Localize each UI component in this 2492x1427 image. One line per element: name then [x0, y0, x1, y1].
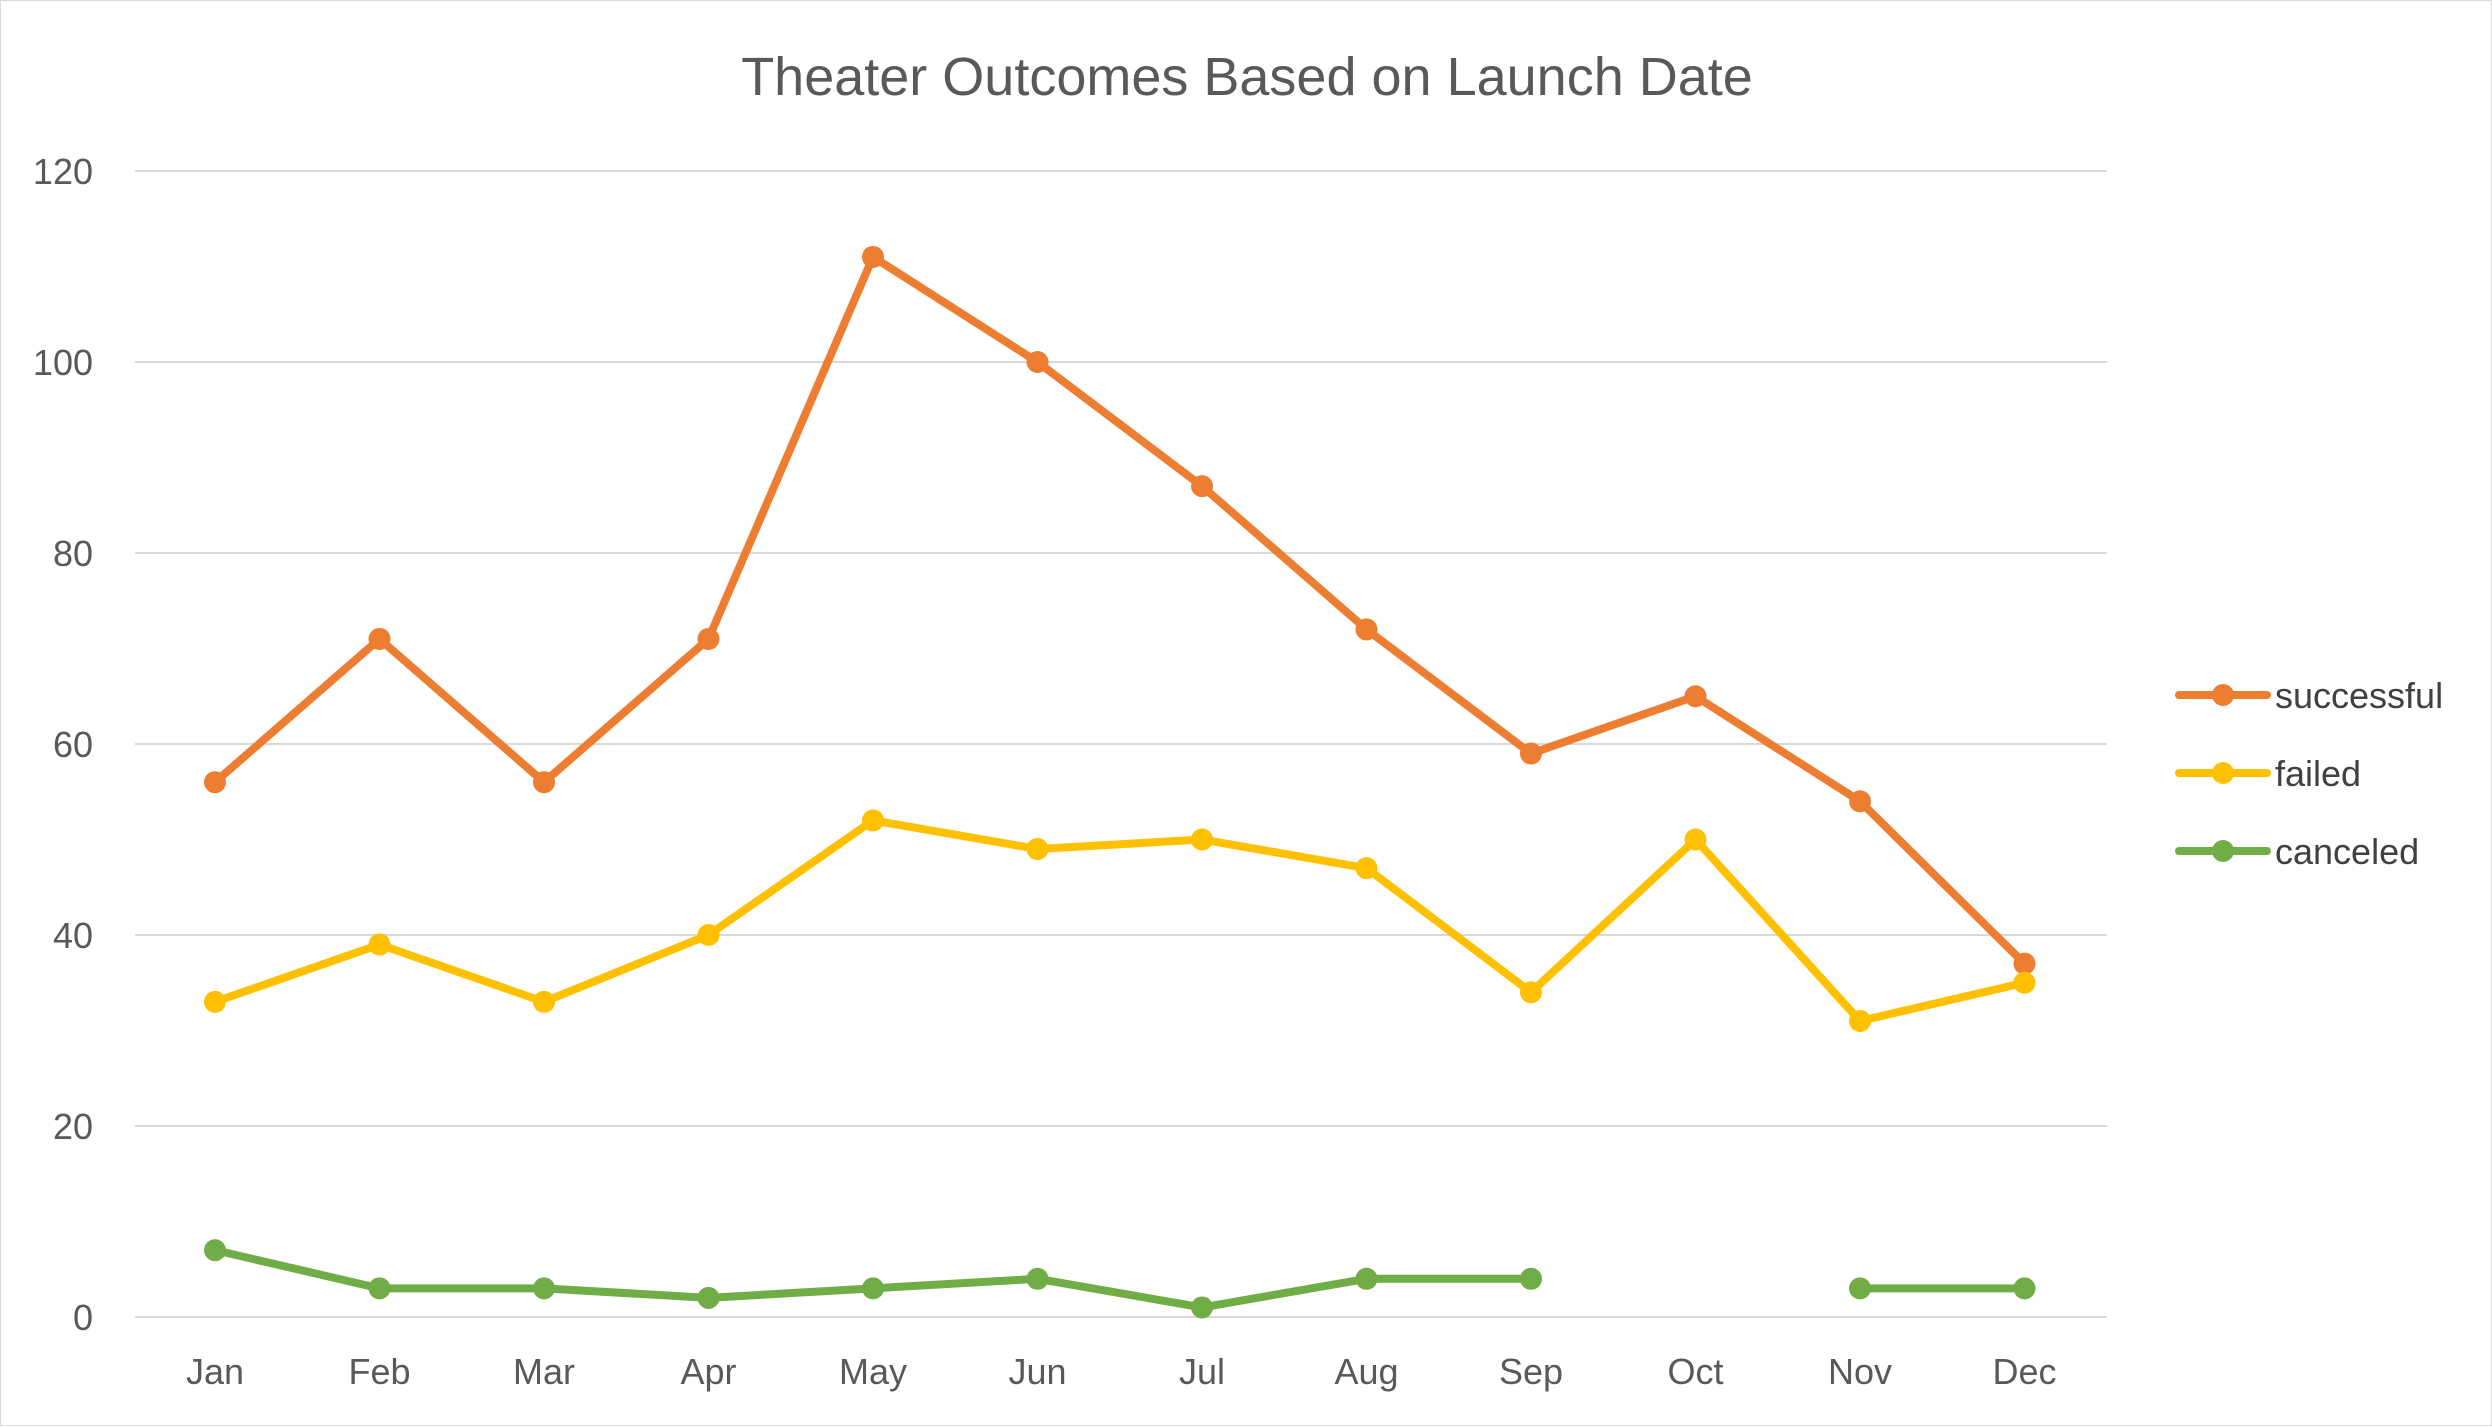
data-point-failed-sep [1520, 981, 1542, 1004]
y-tick-label: 80 [53, 533, 93, 574]
data-point-failed-mar [533, 990, 555, 1013]
x-tick-label: Nov [1828, 1351, 1892, 1392]
data-point-successful-apr [697, 627, 720, 650]
x-tick-label: Feb [348, 1351, 410, 1392]
legend-label: successful [2275, 675, 2443, 716]
data-point-successful-dec [2013, 952, 2036, 975]
data-point-canceled-jun [1026, 1267, 1049, 1290]
data-point-failed-aug [1355, 857, 1378, 880]
x-tick-label: May [839, 1351, 907, 1392]
data-point-canceled-feb [368, 1277, 391, 1300]
data-point-canceled-jan [204, 1239, 226, 1262]
y-tick-label: 40 [53, 915, 93, 956]
y-tick-label: 100 [33, 342, 93, 383]
y-axis-ticks: 0 20 40 60 80 100 120 [33, 151, 93, 1338]
data-point-successful-jan [204, 771, 226, 794]
x-tick-label: Jul [1179, 1351, 1225, 1392]
data-point-successful-aug [1355, 618, 1378, 641]
data-point-canceled-mar [533, 1277, 555, 1300]
x-tick-label: Sep [1499, 1351, 1563, 1392]
legend-swatch-marker [2212, 840, 2234, 862]
y-tick-label: 120 [33, 151, 93, 192]
data-point-successful-jun [1026, 351, 1049, 373]
legend-label: failed [2275, 753, 2361, 794]
data-point-canceled-may [862, 1277, 884, 1300]
series-canceled [204, 1239, 2036, 1319]
x-axis-ticks: Jan Feb Mar Apr May Jun Jul Aug Sep Oct Nov Dec [186, 1351, 2057, 1392]
x-tick-label: Jan [186, 1351, 244, 1392]
legend-item-failed: failed [2175, 753, 2361, 794]
legend-item-canceled: canceled [2175, 831, 2419, 872]
data-point-canceled-jul [1191, 1296, 1213, 1319]
series-plot-area [204, 245, 2036, 1319]
data-point-canceled-dec [2013, 1277, 2036, 1300]
legend-swatch-marker [2212, 684, 2234, 706]
data-point-failed-nov [1849, 1009, 1871, 1032]
data-point-successful-sep [1520, 742, 1542, 765]
data-point-failed-jun [1026, 838, 1049, 861]
data-point-failed-may [862, 809, 884, 832]
chart-title: Theater Outcomes Based on Launch Date [741, 47, 1753, 107]
data-point-successful-oct [1684, 685, 1707, 708]
series-line-failed [211, 816, 2029, 1025]
series-successful [204, 245, 2036, 975]
data-point-canceled-apr [697, 1286, 720, 1309]
y-tick-label: 0 [73, 1297, 93, 1338]
data-point-successful-feb [368, 627, 391, 650]
data-point-failed-feb [368, 933, 391, 956]
x-tick-label: Jun [1008, 1351, 1066, 1392]
data-point-failed-jul [1191, 828, 1213, 851]
y-tick-label: 60 [53, 724, 93, 765]
series-failed [204, 809, 2036, 1032]
data-point-canceled-nov [1849, 1277, 1871, 1300]
x-tick-label: Aug [1334, 1351, 1398, 1392]
data-point-successful-nov [1849, 790, 1871, 813]
series-line-successful [211, 252, 2029, 968]
data-point-successful-mar [533, 771, 555, 794]
y-tick-label: 20 [53, 1106, 93, 1147]
x-tick-label: Dec [1992, 1351, 2056, 1392]
data-point-failed-jan [204, 990, 226, 1013]
legend-label: canceled [2275, 831, 2419, 872]
legend: successful failed canceled [2175, 675, 2443, 872]
x-tick-label: Apr [680, 1351, 736, 1392]
data-point-canceled-sep [1520, 1267, 1542, 1290]
data-point-successful-jul [1191, 475, 1213, 498]
gridlines [135, 170, 2107, 1318]
data-point-failed-dec [2013, 971, 2036, 994]
data-point-successful-may [862, 245, 884, 268]
legend-swatch-marker [2212, 762, 2234, 784]
x-tick-label: Oct [1667, 1351, 1723, 1392]
data-point-failed-apr [697, 924, 720, 946]
data-point-failed-oct [1684, 828, 1707, 851]
x-tick-label: Mar [513, 1351, 575, 1392]
legend-item-successful: successful [2175, 675, 2443, 716]
data-point-canceled-aug [1355, 1267, 1378, 1290]
